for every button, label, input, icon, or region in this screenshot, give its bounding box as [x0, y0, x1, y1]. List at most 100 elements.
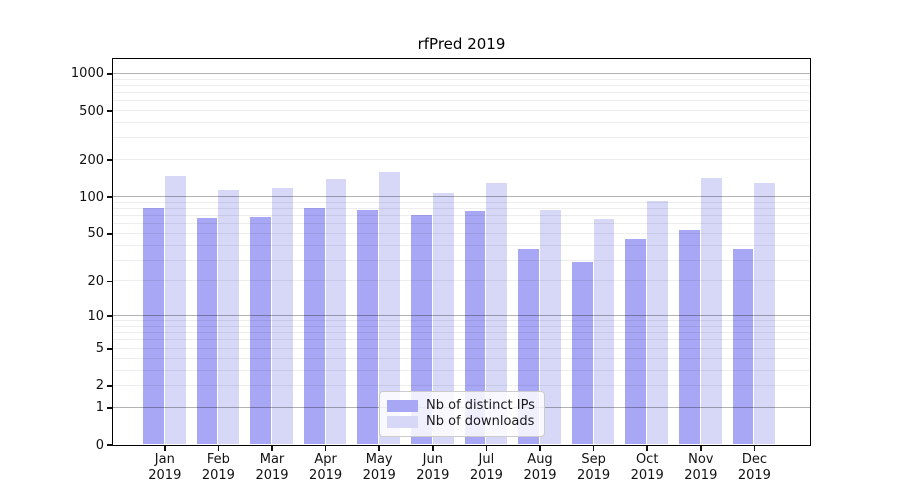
x-tick-mark — [539, 446, 541, 451]
legend-label-downloads: Nb of downloads — [426, 414, 535, 429]
y-tick-label: 100 — [79, 189, 104, 205]
bars-layer — [113, 59, 810, 445]
gridline-minor — [112, 207, 810, 209]
x-tick-label: Dec 2019 — [726, 452, 782, 483]
x-tick-month: Nov — [688, 452, 714, 467]
x-tick-year: 2019 — [416, 467, 450, 483]
y-tick-label: 50 — [87, 226, 104, 242]
x-tick-month: Aug — [527, 452, 553, 467]
gridline-minor — [112, 223, 810, 225]
x-tick-year: 2019 — [201, 467, 235, 483]
bar-distinct-ips-oct — [625, 238, 647, 445]
bar-downloads-jun — [432, 192, 454, 445]
bar-downloads-may — [379, 171, 401, 445]
x-tick-label: Feb 2019 — [190, 452, 246, 483]
gridline-major — [112, 314, 810, 317]
bar-distinct-ips-jul — [464, 211, 486, 445]
bar-downloads-sep — [593, 218, 615, 445]
x-tick-mark — [164, 446, 166, 451]
gridline-minor — [112, 244, 810, 246]
x-tick-month: Jan — [154, 452, 175, 467]
bar-distinct-ips-sep — [571, 261, 593, 445]
x-tick-month: May — [365, 452, 393, 467]
bar-downloads-dec — [754, 183, 776, 445]
gridline-minor — [112, 110, 810, 112]
x-tick-label: Nov 2019 — [673, 452, 729, 483]
bar-downloads-apr — [325, 179, 347, 445]
y-tick-label: 500 — [79, 103, 104, 119]
bar-distinct-ips-mar — [250, 217, 271, 445]
gridline-minor — [112, 339, 810, 341]
x-tick-label: Jul 2019 — [458, 452, 514, 483]
y-tick-label: 1000 — [70, 66, 104, 82]
bar-downloads-jul — [486, 183, 508, 445]
gridline-major — [112, 195, 810, 198]
bar-downloads-nov — [700, 178, 722, 445]
grid-layer — [112, 59, 810, 445]
y-tick-label: 0 — [95, 437, 104, 453]
x-tick-month: Dec — [741, 452, 767, 467]
bar-distinct-ips-jan — [142, 208, 164, 445]
x-tick-month: Jun — [422, 452, 443, 467]
gridline-minor — [112, 325, 810, 327]
x-tick-month: Sep — [581, 452, 606, 467]
gridline-minor — [112, 320, 810, 322]
gridline-minor — [112, 201, 810, 203]
legend: Nb of distinct IPs Nb of downloads — [379, 391, 545, 437]
x-tick-year: 2019 — [577, 467, 611, 483]
legend-item-downloads: Nb of downloads — [387, 414, 535, 429]
plot-area — [111, 57, 811, 446]
bar-distinct-ips-jun — [410, 214, 432, 445]
gridline-minor — [112, 215, 810, 217]
legend-swatch-downloads — [387, 415, 418, 428]
x-tick-month: Feb — [206, 452, 230, 467]
x-tick-year: 2019 — [523, 467, 557, 483]
x-tick-mark — [592, 446, 595, 451]
x-tick-year: 2019 — [737, 467, 771, 483]
y-tick-label: 2 — [95, 378, 104, 394]
y-tick-label: 5 — [95, 341, 104, 357]
x-tick-mark — [485, 446, 488, 451]
bar-distinct-ips-feb — [196, 217, 218, 445]
x-tick-year: 2019 — [630, 467, 664, 483]
x-tick-mark — [324, 446, 327, 451]
x-tick-month: Jul — [478, 452, 495, 467]
gridline-minor — [112, 357, 810, 359]
gridline-minor — [112, 332, 810, 334]
x-tick-mark — [700, 446, 702, 451]
bar-downloads-feb — [218, 189, 240, 445]
x-tick-mark — [753, 446, 756, 451]
legend-label-distinct-ips: Nb of distinct IPs — [426, 398, 535, 413]
x-tick-mark — [378, 446, 380, 451]
x-tick-month: Mar — [259, 452, 285, 467]
x-tick-year: 2019 — [148, 467, 182, 483]
x-tick-month: Oct — [635, 452, 659, 467]
gridline-minor — [112, 384, 810, 386]
gridline-minor — [112, 369, 810, 371]
x-tick-year: 2019 — [469, 467, 503, 483]
x-tick-mark — [271, 446, 273, 451]
x-tick-label: Apr 2019 — [298, 452, 354, 483]
bar-distinct-ips-may — [357, 210, 379, 445]
x-tick-year: 2019 — [309, 467, 343, 483]
gridline-minor — [112, 232, 810, 234]
gridline-minor — [112, 92, 810, 94]
bar-distinct-ips-nov — [678, 230, 700, 445]
bar-distinct-ips-apr — [303, 208, 325, 445]
y-tick-label: 1 — [95, 400, 104, 416]
bar-downloads-jan — [164, 176, 186, 445]
x-tick-label: Sep 2019 — [566, 452, 622, 483]
gridline-minor — [112, 159, 810, 161]
bar-downloads-aug — [540, 209, 561, 445]
x-tick-year: 2019 — [684, 467, 718, 483]
chart-title: rfPred 2019 — [417, 35, 506, 53]
bar-downloads-oct — [647, 201, 669, 445]
x-tick-label: Jan 2019 — [137, 452, 193, 483]
legend-swatch-distinct-ips — [387, 399, 418, 412]
gridline-major — [112, 72, 810, 75]
x-tick-year: 2019 — [362, 467, 396, 483]
gridline-minor — [112, 84, 810, 86]
bar-downloads-mar — [272, 188, 293, 445]
gridline-minor — [112, 100, 810, 102]
x-tick-label: May 2019 — [351, 452, 407, 483]
